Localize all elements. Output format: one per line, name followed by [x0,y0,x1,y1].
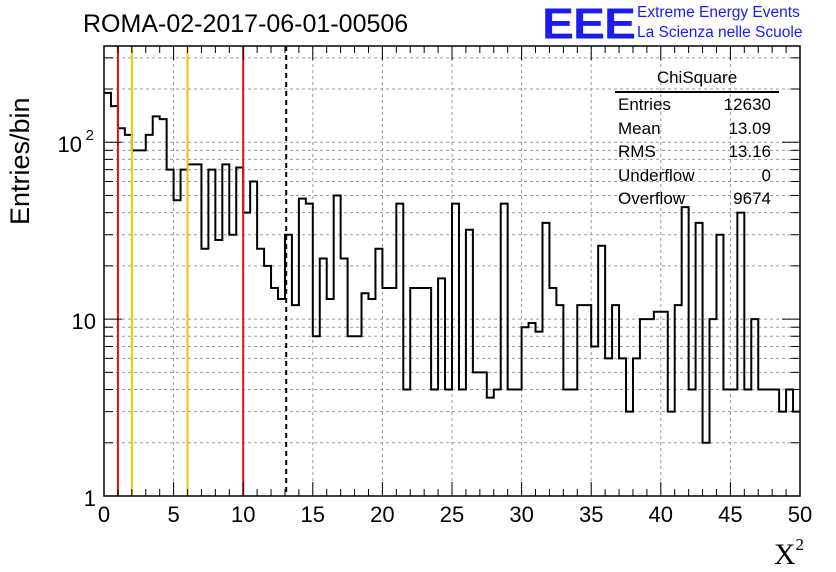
stat-row-entries: Entries 12630 [611,93,779,117]
x-tick-label: 20 [370,502,394,527]
x-axis-label-base: X [773,538,796,571]
y-tick-label: 10 [58,132,82,157]
x-tick-label: 15 [301,502,325,527]
stat-row-overflow: Overflow 9674 [611,187,779,211]
x-tick-label: 50 [788,502,812,527]
stat-value: 12630 [723,95,771,114]
stat-value: 9674 [733,189,771,208]
y-axis-label: Entries/bin [5,97,35,225]
x-axis-label: X2 [774,535,804,572]
stat-label: RMS [618,142,656,161]
x-tick-label: 30 [509,502,533,527]
eee-logo: EEE [542,0,636,49]
stat-value: 13.16 [728,142,771,161]
chart-title: ROMA-02-2017-06-01-00506 [83,10,409,38]
stat-row-rms: RMS 13.16 [611,140,779,164]
logo-line-1: Extreme Energy Events [637,4,800,21]
histogram-series [104,91,800,444]
y-tick-label-sup: 2 [86,127,94,144]
stat-row-underflow: Underflow 0 [611,164,779,188]
stat-label: Overflow [618,189,686,208]
x-tick-label: 45 [718,502,742,527]
x-tick-label: 25 [440,502,464,527]
stat-label: Mean [618,118,661,138]
stat-row-mean: Mean 13.09 [611,117,779,141]
x-tick-label: 10 [231,502,255,527]
stat-label: Entries [618,95,671,114]
stat-label: Underflow [618,165,695,185]
x-tick-label: 40 [649,502,673,527]
x-tick-label: 0 [98,502,110,527]
stat-value: 0 [761,165,771,185]
x-axis-label-sup: 2 [795,535,805,554]
stat-value: 13.09 [728,118,771,138]
logo-line-2: La Scienza nelle Scuole [637,24,803,41]
x-tick-label: 35 [579,502,603,527]
stats-box: ChiSquare Entries 12630 Mean 13.09 RMS 1… [611,68,779,211]
y-tick-label: 10 [72,309,96,334]
x-tick-label: 5 [167,502,179,527]
y-tick-label: 1 [84,486,96,511]
stats-title: ChiSquare [615,68,779,93]
